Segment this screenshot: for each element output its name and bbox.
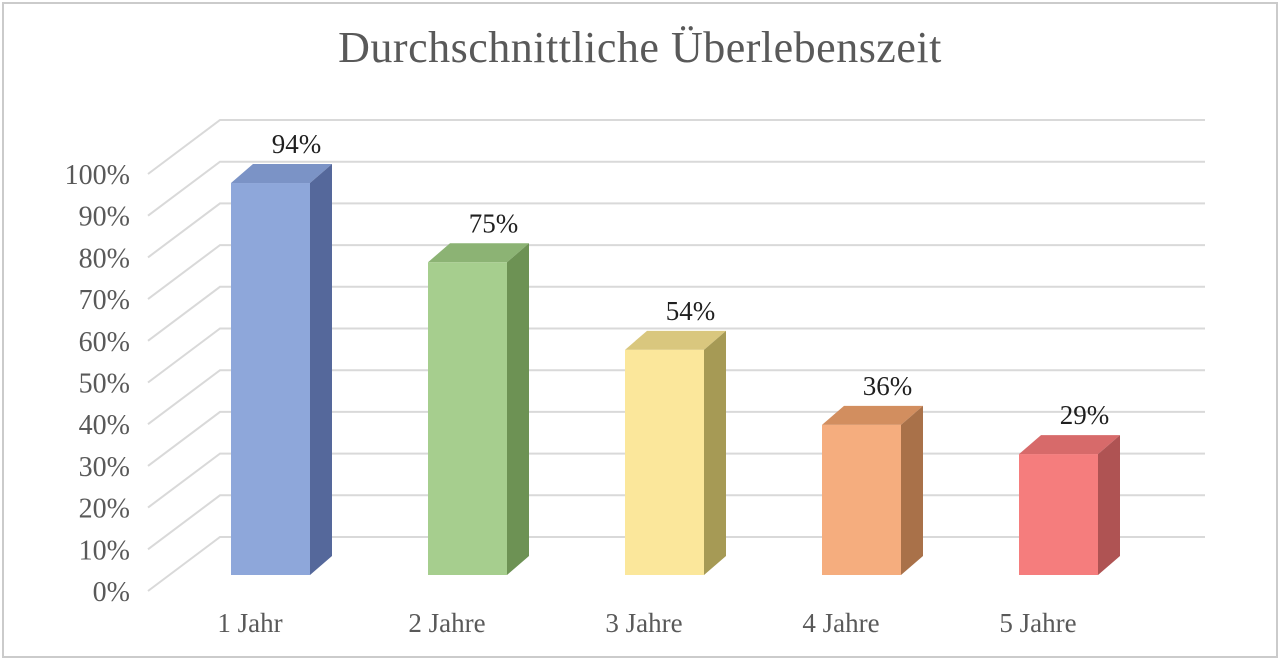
- gridline: [147, 285, 1205, 342]
- y-axis-tick-label: 30%: [79, 452, 130, 483]
- bar-5-jahre-top-face: [1019, 435, 1120, 455]
- y-axis-tick-label: 100%: [65, 160, 130, 191]
- data-label-1-jahr: 94%: [272, 129, 322, 159]
- category-label-4-jahre: 4 Jahre: [802, 608, 879, 638]
- gridline: [147, 327, 1205, 384]
- category-label-3-jahre: 3 Jahre: [605, 608, 682, 638]
- bar-3-jahre-side-face: [704, 330, 726, 575]
- bar-2-jahre-top-face: [428, 243, 529, 263]
- category-label-2-jahre: 2 Jahre: [408, 608, 485, 638]
- y-axis-tick-label: 70%: [79, 285, 130, 316]
- bar-1-jahr-top-face: [231, 164, 332, 184]
- bar-5-jahre-front-face: [1019, 454, 1098, 575]
- data-label-4-jahre: 36%: [863, 371, 913, 401]
- data-label-2-jahre: 75%: [469, 208, 519, 238]
- bar-3-jahre-top-face: [625, 330, 726, 350]
- data-label-5-jahre: 29%: [1060, 400, 1110, 430]
- bar-5-jahre-side-face: [1098, 435, 1120, 575]
- y-axis-tick-label: 20%: [79, 494, 130, 525]
- gridline: [147, 244, 1205, 300]
- category-label-5-jahre: 5 Jahre: [999, 608, 1076, 638]
- bar-2-jahre-side-face: [507, 243, 529, 575]
- bar-3-jahre-front-face: [625, 349, 704, 575]
- chart-title: Durchschnittliche Überlebenszeit: [338, 23, 942, 72]
- gridline: [147, 369, 1205, 426]
- category-label-1-jahr: 1 Jahr: [217, 608, 282, 638]
- gridline: [147, 119, 1205, 175]
- bar-1-jahr-side-face: [310, 164, 332, 575]
- bar-1-jahr-front-face: [231, 183, 310, 575]
- y-axis-tick-label: 40%: [79, 410, 130, 441]
- bar-2-jahre-front-face: [428, 262, 507, 575]
- bar-4-jahre-front-face: [822, 424, 901, 575]
- y-axis-tick-label: 50%: [79, 369, 130, 400]
- gridline: [147, 160, 1205, 217]
- gridline: [147, 202, 1205, 259]
- y-axis-tick-label: 0%: [93, 577, 130, 608]
- bar-4-jahre-side-face: [901, 405, 923, 575]
- y-axis-tick-label: 90%: [79, 202, 130, 233]
- y-axis-tick-label: 80%: [79, 243, 130, 274]
- y-axis-tick-label: 60%: [79, 327, 130, 358]
- bar-4-jahre-top-face: [822, 405, 923, 425]
- data-label-3-jahre: 54%: [666, 296, 716, 326]
- y-axis-tick-label: 10%: [79, 535, 130, 566]
